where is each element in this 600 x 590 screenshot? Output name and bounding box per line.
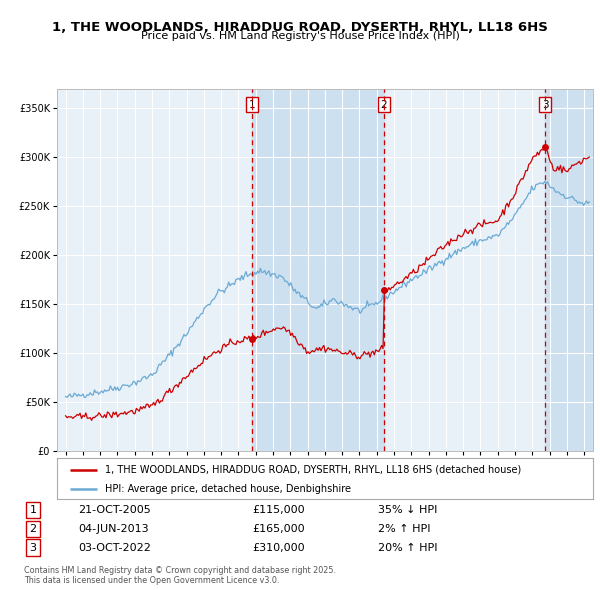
Text: 21-OCT-2005: 21-OCT-2005	[78, 505, 151, 514]
Text: Price paid vs. HM Land Registry's House Price Index (HPI): Price paid vs. HM Land Registry's House …	[140, 31, 460, 41]
Text: 1: 1	[249, 100, 256, 110]
Bar	[545, 88, 593, 451]
Text: 1, THE WOODLANDS, HIRADDUG ROAD, DYSERTH, RHYL, LL18 6HS: 1, THE WOODLANDS, HIRADDUG ROAD, DYSERTH…	[52, 21, 548, 34]
Text: 03-OCT-2022: 03-OCT-2022	[78, 543, 151, 552]
Text: 2% ↑ HPI: 2% ↑ HPI	[378, 524, 431, 533]
Text: HPI: Average price, detached house, Denbighshire: HPI: Average price, detached house, Denb…	[105, 484, 351, 493]
Text: £165,000: £165,000	[252, 524, 305, 533]
Text: 2: 2	[380, 100, 387, 110]
Text: 35% ↓ HPI: 35% ↓ HPI	[378, 505, 437, 514]
Text: 1, THE WOODLANDS, HIRADDUG ROAD, DYSERTH, RHYL, LL18 6HS (detached house): 1, THE WOODLANDS, HIRADDUG ROAD, DYSERTH…	[105, 465, 521, 475]
Text: 3: 3	[29, 543, 37, 552]
Text: 1: 1	[29, 505, 37, 514]
Text: 20% ↑ HPI: 20% ↑ HPI	[378, 543, 437, 552]
Text: 2: 2	[29, 524, 37, 533]
Text: Contains HM Land Registry data © Crown copyright and database right 2025.
This d: Contains HM Land Registry data © Crown c…	[24, 566, 336, 585]
Text: 04-JUN-2013: 04-JUN-2013	[78, 524, 149, 533]
Bar	[253, 88, 383, 451]
Text: 3: 3	[542, 100, 548, 110]
Text: £115,000: £115,000	[252, 505, 305, 514]
Text: £310,000: £310,000	[252, 543, 305, 552]
